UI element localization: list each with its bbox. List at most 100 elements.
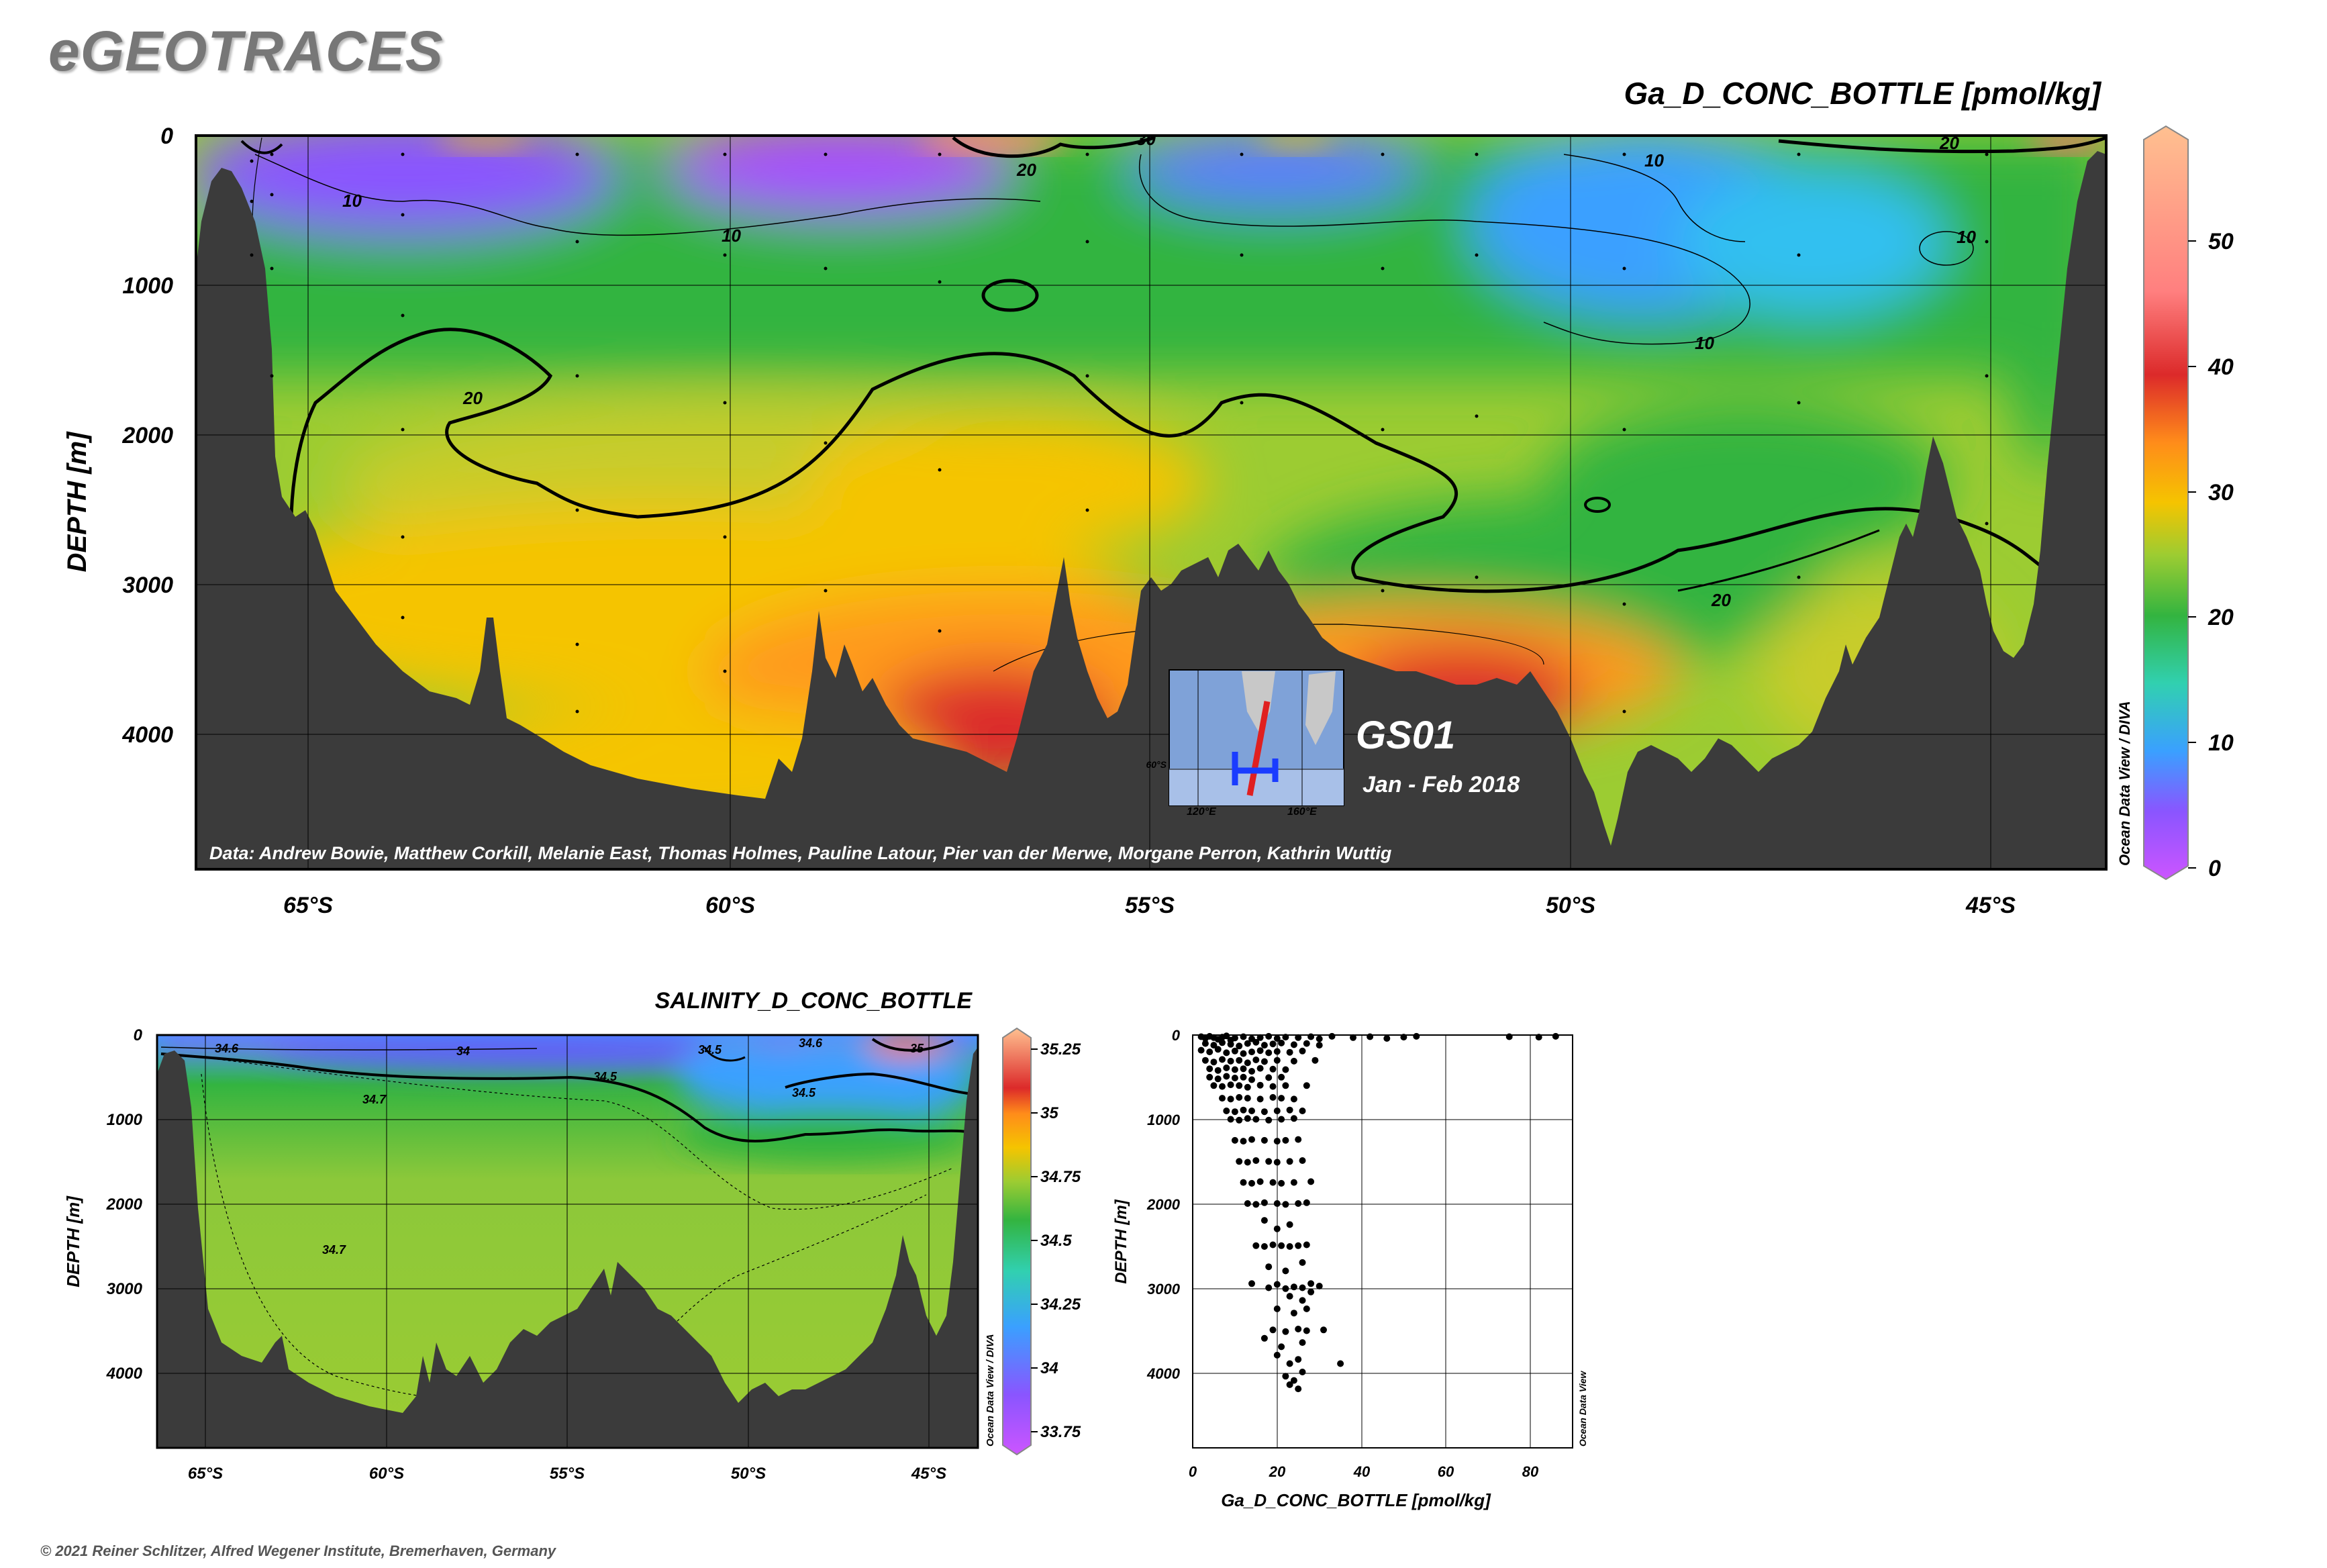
scatter-point (1299, 1297, 1306, 1304)
y-tick-label: 4000 (106, 1365, 143, 1383)
x-tick-label: 50°S (731, 1465, 766, 1483)
scatter-point (1206, 1073, 1214, 1081)
scatter-point (1273, 1281, 1281, 1288)
scatter-point (1278, 1343, 1285, 1351)
scatter-point (1206, 1065, 1214, 1073)
contour-label: 34.7 (362, 1093, 387, 1106)
scatter-point (1210, 1059, 1218, 1066)
scatter-point (1295, 1034, 1302, 1041)
scatter-point (1260, 1058, 1268, 1065)
y-tick-label: 3000 (1147, 1281, 1181, 1297)
scatter-x-axis-title: Ga_D_CONC_BOTTLE [pmol/kg] (1221, 1490, 1491, 1510)
scatter-point (1231, 1075, 1238, 1081)
scatter-point (1286, 1381, 1293, 1388)
x-tick-label: 80 (1522, 1463, 1539, 1480)
y-tick-label: 1000 (122, 273, 173, 299)
colorbar-tick-label: 34.75 (1040, 1168, 1081, 1186)
scatter-point (1214, 1075, 1222, 1083)
contour-label: 34.5 (593, 1070, 617, 1083)
contour-label: 10 (342, 191, 362, 211)
scatter-point (1260, 1199, 1268, 1206)
scatter-point (1273, 1138, 1281, 1145)
contour-label: 34.6 (799, 1036, 823, 1050)
scatter-point (1290, 1095, 1297, 1103)
scatter-point (1256, 1047, 1264, 1055)
scatter-point (1236, 1082, 1243, 1089)
scatter-point (1278, 1073, 1285, 1081)
scatter-point (1244, 1159, 1251, 1166)
contour-label: 10 (722, 226, 741, 246)
scatter-point (1295, 1200, 1302, 1207)
scatter-point (1210, 1082, 1218, 1089)
scatter-point (1252, 1116, 1260, 1123)
scatter-point (1244, 1200, 1251, 1207)
ga-gridlines (196, 136, 2106, 869)
scatter-point (1260, 1217, 1268, 1224)
y-tick-label: 2000 (106, 1195, 143, 1214)
scatter-point (1269, 1083, 1277, 1090)
scatter-point (1269, 1241, 1277, 1248)
ga-contour-labels: 10 10 10 10 10 20 20 20 20 30 (342, 133, 1976, 610)
ga-sample-stations (250, 152, 1989, 714)
scatter-point (1295, 1242, 1302, 1249)
colorbar-tick-label: 10 (2208, 730, 2234, 756)
scatter-point (1273, 1159, 1281, 1166)
salinity-x-axis: 65°S 60°S 55°S 50°S 45°S (188, 1465, 946, 1483)
scatter-point (1273, 1057, 1281, 1064)
contour-label: 34.6 (215, 1042, 239, 1055)
scatter-point (1295, 1326, 1302, 1332)
scatter-point (1252, 1201, 1260, 1208)
scatter-point (1240, 1179, 1247, 1186)
contour-label: 10 (1957, 227, 1976, 247)
x-tick-label: 55°S (550, 1465, 585, 1483)
scatter-point (1299, 1339, 1306, 1346)
scatter-point (1244, 1115, 1251, 1122)
contour-label: 20 (462, 388, 483, 408)
ga-y-axis: 0 1000 2000 3000 4000 (121, 124, 173, 748)
ga-x-axis: 65°S 60°S 55°S 50°S 45°S (283, 893, 2016, 918)
scatter-point (1265, 1049, 1273, 1057)
salinity-title: SALINITY_D_CONC_BOTTLE (655, 988, 973, 1014)
scatter-point (1256, 1095, 1264, 1103)
contour-label: 35 (910, 1042, 924, 1055)
salinity-field: 34.6 34 34.5 34.5 34.6 35 34.5 34.7 34.7 (157, 1035, 978, 1448)
contour-label: 34 (456, 1044, 470, 1058)
scatter-point (1303, 1305, 1310, 1312)
scatter-point (1240, 1065, 1247, 1073)
colorbar-tick-label: 34.5 (1040, 1232, 1072, 1250)
scatter-point (1227, 1081, 1234, 1089)
scatter-point (1248, 1068, 1255, 1075)
y-tick-label: 4000 (121, 722, 173, 748)
scatter-point (1269, 1179, 1277, 1186)
scatter-point (1286, 1106, 1293, 1114)
scatter-point (1286, 1158, 1293, 1165)
scatter-point (1303, 1040, 1310, 1047)
scatter-point (1328, 1032, 1336, 1040)
scatter-point (1286, 1360, 1293, 1367)
cruise-id: GS01 (1356, 714, 1455, 757)
scatter-point (1290, 1377, 1297, 1384)
scatter-point (1236, 1116, 1243, 1124)
scatter-point (1227, 1040, 1234, 1048)
data-credit: Data: Andrew Bowie, Matthew Corkill, Mel… (209, 843, 1392, 863)
scatter-point (1552, 1032, 1559, 1040)
scatter-point (1231, 1047, 1238, 1055)
salinity-plot-frame (156, 1034, 979, 1449)
y-tick-label: 0 (134, 1026, 143, 1044)
scatter-point (1265, 1284, 1273, 1291)
scatter-point (1265, 1032, 1273, 1040)
scatter-point (1214, 1067, 1222, 1074)
scatter-point (1295, 1356, 1302, 1363)
scatter-point (1273, 1200, 1281, 1207)
scatter-point (1303, 1241, 1310, 1248)
contour-label: 34.5 (792, 1086, 816, 1099)
contour-label: 10 (1695, 333, 1714, 353)
contour-label: 20 (1939, 133, 1959, 153)
scatter-point (1295, 1385, 1302, 1393)
y-tick-label: 2000 (1146, 1196, 1181, 1213)
cruise-period: Jan - Feb 2018 (1363, 772, 1520, 797)
scatter-point (1269, 1326, 1277, 1334)
scatter-point (1260, 1136, 1268, 1144)
scatter-point (1256, 1178, 1264, 1185)
